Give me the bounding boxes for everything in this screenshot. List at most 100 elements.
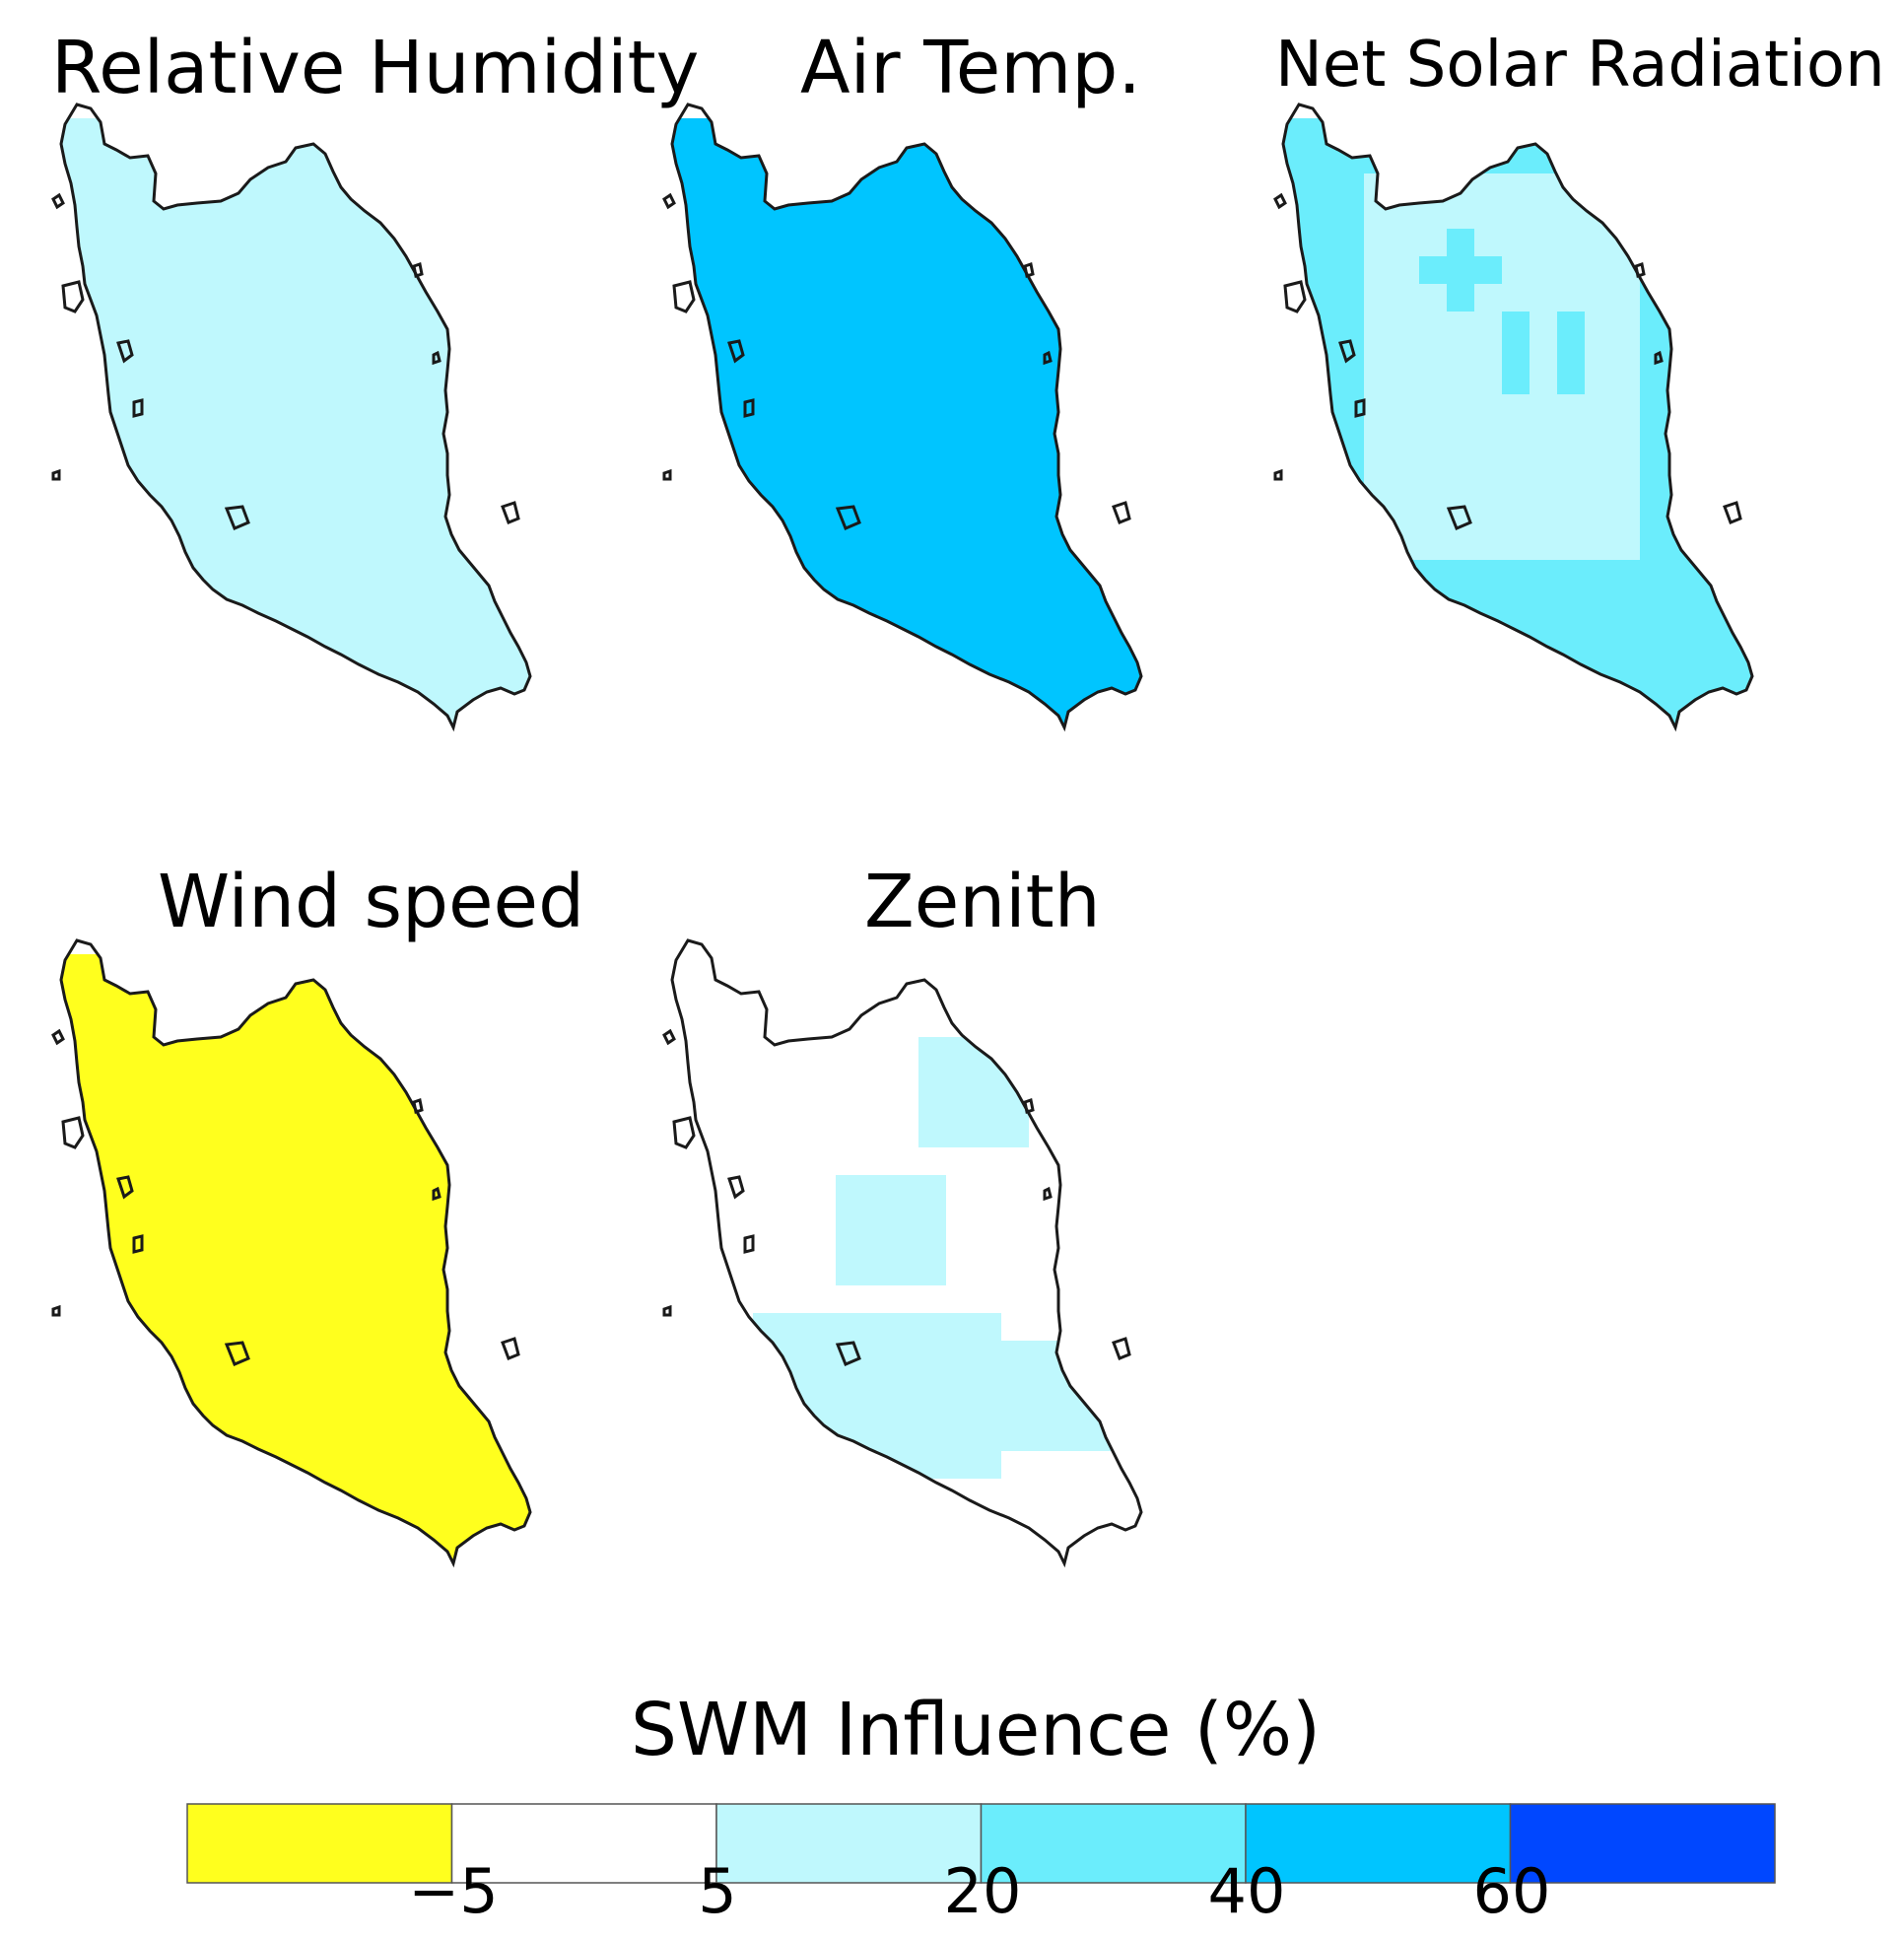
grid-cell [1640,588,1667,615]
map-air-temp [662,103,1143,732]
grid-cell [1723,394,1750,422]
grid-cell [725,394,753,422]
island-outline [412,1098,424,1114]
grid-cell [1392,422,1419,450]
grid-cell [1585,256,1612,284]
grid-cell [280,643,307,670]
grid-cell [1695,505,1723,532]
grid-cell [473,588,501,615]
grid-cell [1612,367,1640,394]
grid-cell [1750,146,1752,173]
grid-cell [114,560,142,588]
grid-cell [1001,284,1029,312]
grid-cell [1309,588,1336,615]
grid-cell [307,1175,335,1203]
grid-cell [1001,532,1029,560]
grid-cell [473,394,501,422]
grid-cell [335,1120,363,1147]
grid-cell [142,1506,170,1534]
grid-cell [501,1147,528,1175]
grid-cell [114,1092,142,1120]
grid-cell [142,670,170,698]
grid-cell [672,1423,698,1451]
grid-cell [753,588,781,615]
grid-cell [335,450,363,477]
grid-cell [836,1230,863,1258]
grid-cell [1364,643,1392,670]
grid-cell [1723,698,1750,726]
grid-cell [836,1534,863,1561]
grid-cell [1112,588,1139,615]
grid-cell [501,1203,528,1230]
grid-cell [1640,394,1667,422]
grid-cell [863,1451,891,1479]
grid-cell [891,1341,918,1368]
grid-cell [1112,339,1139,367]
grid-cell [197,670,225,698]
grid-cell [1612,173,1640,201]
grid-cell [280,1285,307,1313]
grid-cell [280,339,307,367]
grid-cell [1474,560,1502,588]
grid-cell [252,1009,280,1037]
grid-cell [1336,256,1364,284]
grid-cell [1029,339,1056,367]
island-outline [662,468,672,481]
grid-cell [1557,643,1585,670]
grid-cell [781,1313,808,1341]
grid-cell [363,1451,390,1479]
grid-cell [946,1368,974,1396]
grid-cell [1447,201,1474,229]
grid-cell [672,1451,698,1479]
grid-cell [528,229,530,256]
grid-cell [1029,1423,1056,1451]
island-outline [132,1234,144,1254]
grid-cell [142,367,170,394]
grid-cell [1029,670,1056,698]
grid-cell [335,1368,363,1396]
grid-cell [946,477,974,505]
grid-cell [808,1258,836,1285]
grid-cell [307,312,335,339]
grid-cell [672,1368,698,1396]
grid-cell [1419,146,1447,173]
grid-cell [363,615,390,643]
grid-cell [1447,560,1474,588]
grid-cell [891,1506,918,1534]
grid-cell [528,1258,530,1285]
grid-cell [280,477,307,505]
grid-cell [1557,560,1585,588]
grid-cell [473,1479,501,1506]
grid-cell [946,1313,974,1341]
grid-cell [1750,229,1752,256]
grid-cell [836,284,863,312]
island-outline [1654,350,1664,366]
grid-cell [170,615,197,643]
grid-cell [1750,477,1752,505]
grid-cell [307,422,335,450]
grid-cell [473,643,501,670]
grid-cell [974,173,1001,201]
grid-cell [252,643,280,670]
grid-cell [501,1230,528,1258]
grid-cell [1723,588,1750,615]
grid-cell [781,954,808,982]
grid-cell [1392,173,1419,201]
grid-cell [781,1065,808,1092]
grid-cell [390,367,418,394]
grid-cell [501,394,528,422]
grid-cell [863,201,891,229]
island-outline [224,505,250,530]
grid-cell [335,1092,363,1120]
grid-cell [1309,560,1336,588]
grid-cell [1112,256,1139,284]
grid-cell [1029,1396,1056,1423]
grid-cell [445,1065,473,1092]
grid-cell [1640,173,1667,201]
grid-cell [672,532,698,560]
grid-cell [1530,339,1557,367]
grid-cell [280,1313,307,1341]
grid-cell [473,1534,501,1561]
grid-cell [335,615,363,643]
grid-cell [1474,312,1502,339]
